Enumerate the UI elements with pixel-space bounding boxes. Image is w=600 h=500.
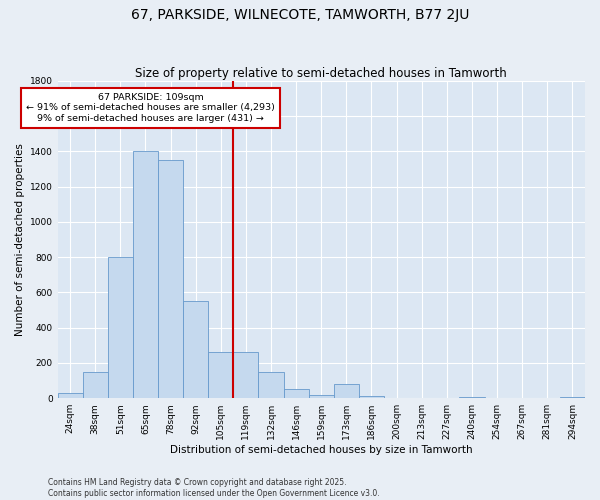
Title: Size of property relative to semi-detached houses in Tamworth: Size of property relative to semi-detach… xyxy=(136,66,507,80)
Bar xyxy=(359,396,384,398)
Y-axis label: Number of semi-detached properties: Number of semi-detached properties xyxy=(16,143,25,336)
X-axis label: Distribution of semi-detached houses by size in Tamworth: Distribution of semi-detached houses by … xyxy=(170,445,473,455)
Bar xyxy=(208,352,233,398)
Bar xyxy=(133,151,158,398)
Bar xyxy=(308,394,334,398)
Bar xyxy=(158,160,183,398)
Bar xyxy=(334,384,359,398)
Bar xyxy=(233,352,259,398)
Bar xyxy=(58,393,83,398)
Bar xyxy=(259,372,284,398)
Text: 67 PARKSIDE: 109sqm
← 91% of semi-detached houses are smaller (4,293)
9% of semi: 67 PARKSIDE: 109sqm ← 91% of semi-detach… xyxy=(26,93,275,123)
Text: 67, PARKSIDE, WILNECOTE, TAMWORTH, B77 2JU: 67, PARKSIDE, WILNECOTE, TAMWORTH, B77 2… xyxy=(131,8,469,22)
Bar xyxy=(284,390,308,398)
Bar xyxy=(83,372,108,398)
Bar xyxy=(108,257,133,398)
Text: Contains HM Land Registry data © Crown copyright and database right 2025.
Contai: Contains HM Land Registry data © Crown c… xyxy=(48,478,380,498)
Bar xyxy=(183,301,208,398)
